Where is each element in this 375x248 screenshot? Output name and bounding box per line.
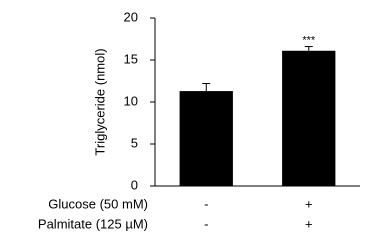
condition-value: + <box>305 216 313 231</box>
y-tick-label: 0 <box>131 177 138 192</box>
condition-value: - <box>204 196 208 211</box>
condition-label: Palmitate (125 µM) <box>38 216 148 231</box>
bar <box>282 50 336 187</box>
y-tick-label: 15 <box>124 51 138 66</box>
bar <box>179 91 233 186</box>
chart: Triglyceride (nmol) 0 5 10 15 20 *** Glucose (… <box>38 9 360 231</box>
condition-value: - <box>204 216 208 231</box>
significance-label: *** <box>302 34 316 46</box>
y-tick-label: 10 <box>124 93 138 108</box>
condition-label: Glucose (50 mM) <box>48 196 148 211</box>
condition-value: + <box>305 196 313 211</box>
y-axis-label: Triglyceride (nmol) <box>92 48 107 155</box>
y-tick-label: 5 <box>131 135 138 150</box>
y-tick-label: 20 <box>124 9 138 24</box>
